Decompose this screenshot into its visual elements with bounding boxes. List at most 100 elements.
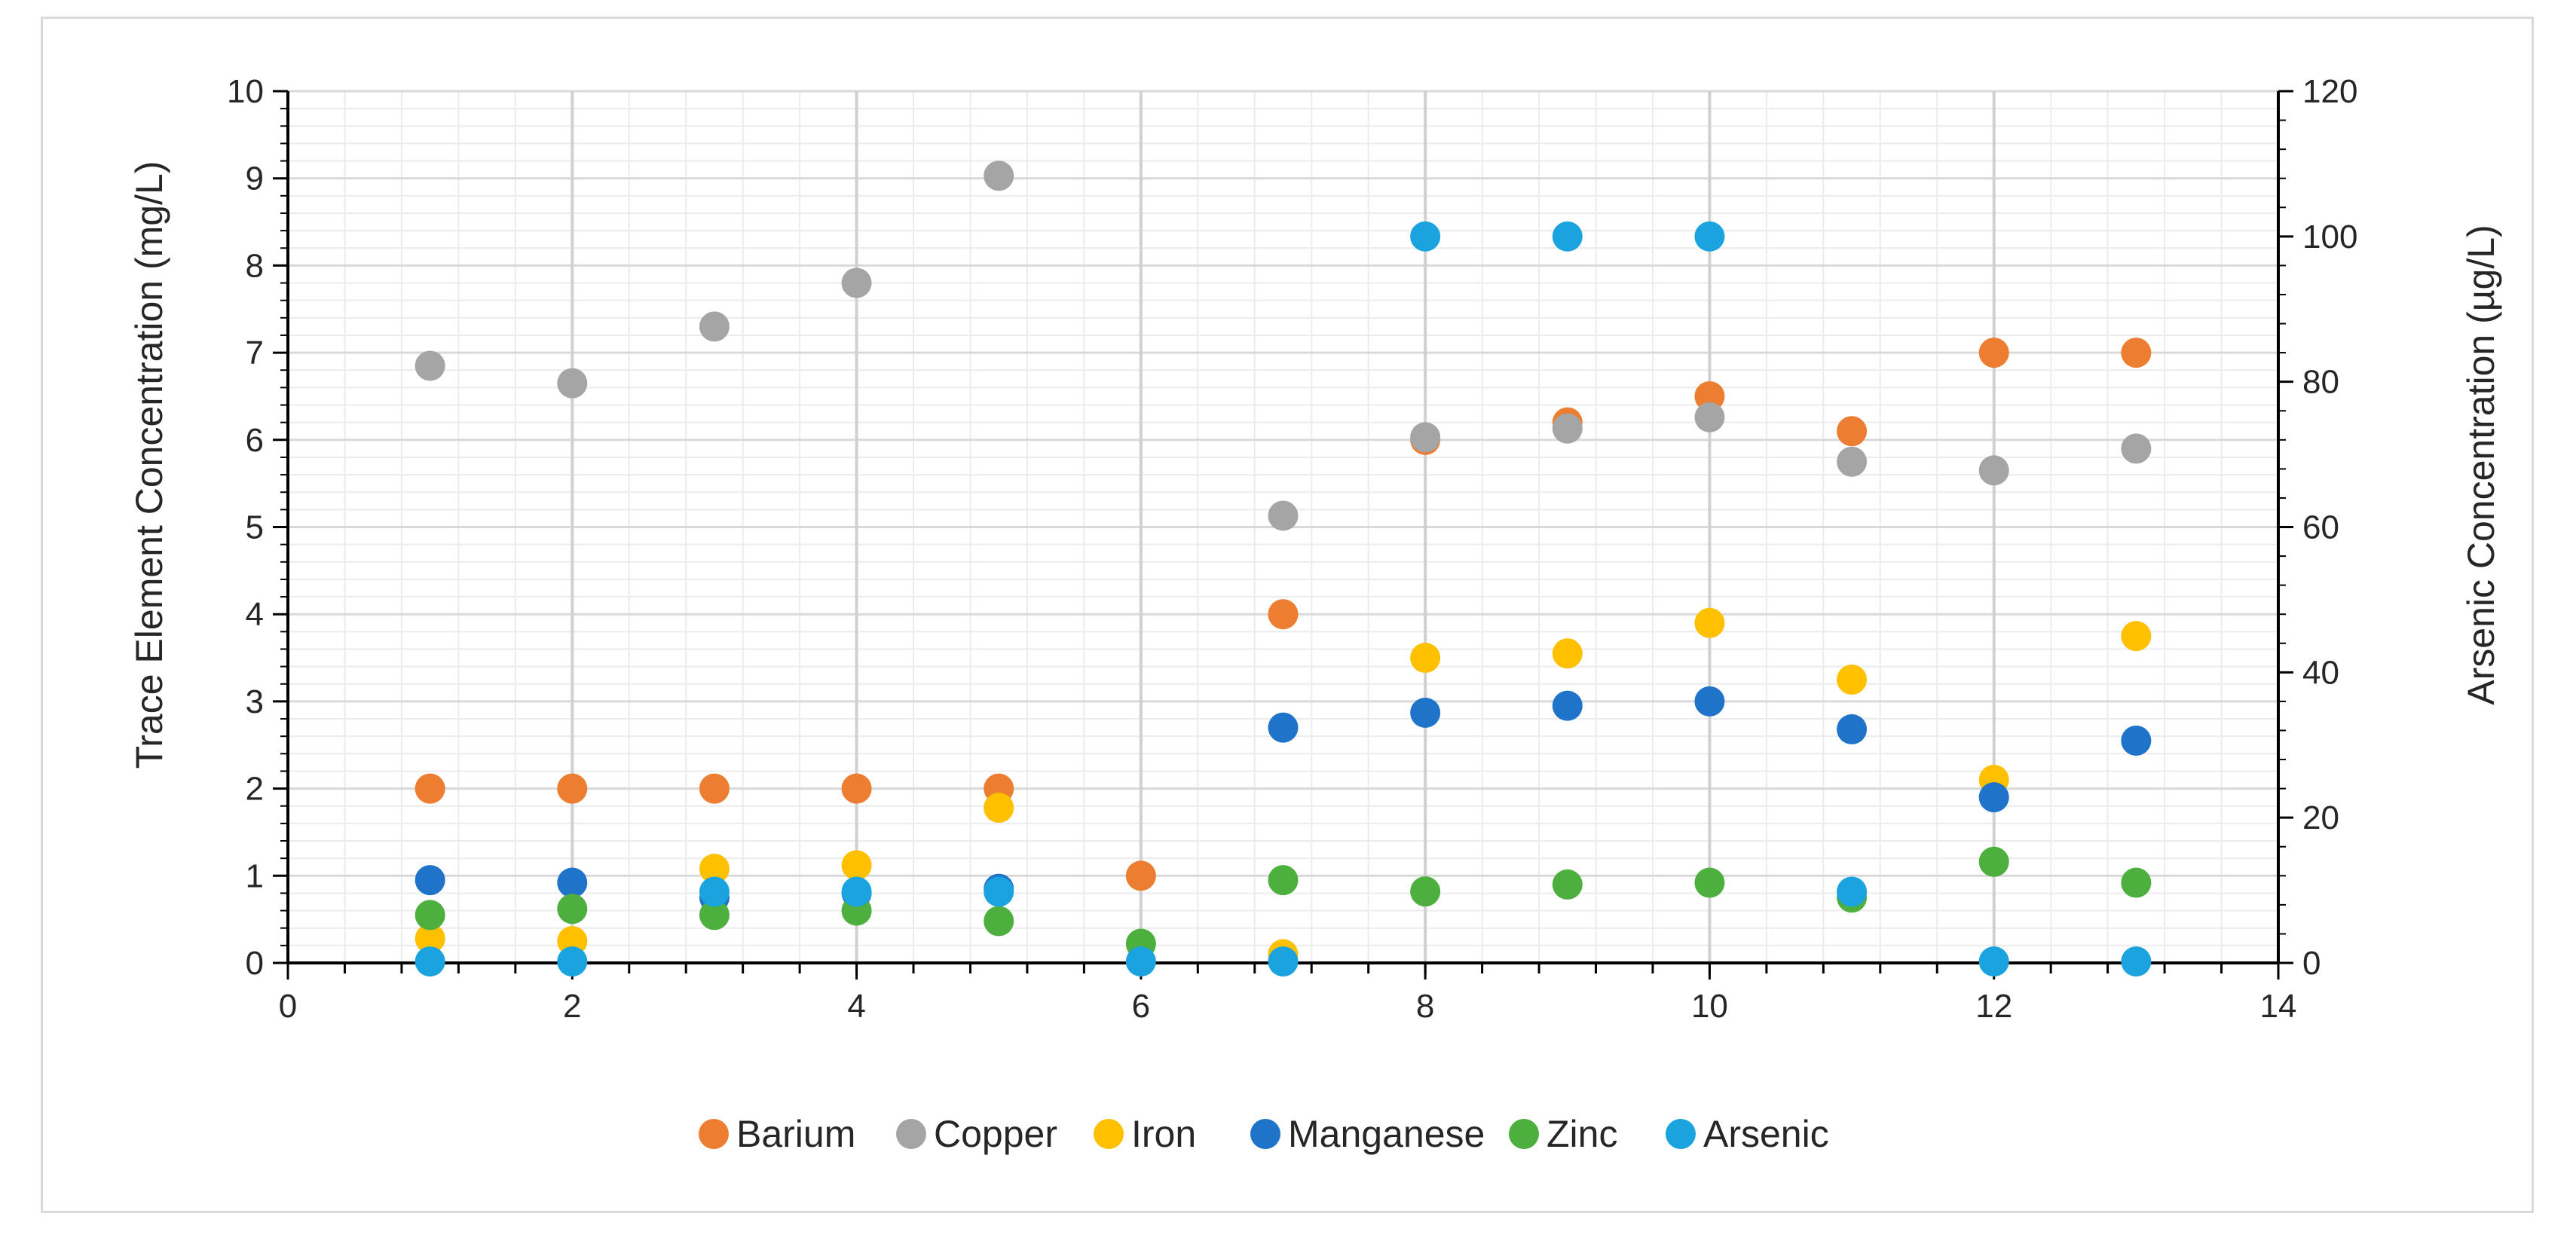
legend-label: Iron	[1131, 1113, 1196, 1155]
data-point-copper	[415, 350, 445, 381]
y-tick-label: 5	[246, 509, 264, 546]
data-point-manganese	[1410, 697, 1441, 728]
data-point-barium	[1125, 860, 1156, 891]
data-point-iron	[699, 854, 730, 885]
legend-marker	[1509, 1119, 1539, 1149]
legend-item-zinc: Zinc	[1509, 1113, 1617, 1155]
data-point-barium	[1268, 599, 1299, 630]
data-point-copper	[1837, 446, 1868, 477]
legend: Barium Copper Iron Manganese Zinc Arsenic	[699, 1113, 1829, 1155]
data-point-iron	[1410, 643, 1441, 674]
data-point-barium	[415, 773, 445, 804]
y-axis-title: Trace Element Concentration (mg/L)	[128, 161, 170, 769]
legend-item-manganese: Manganese	[1250, 1113, 1485, 1155]
data-point-zinc	[415, 900, 445, 931]
data-point-arsenic	[1837, 876, 1868, 907]
data-point-barium	[1978, 338, 2009, 368]
series-arsenic	[415, 221, 2152, 977]
y-tick-label: 2	[246, 771, 264, 808]
data-point-zinc	[1410, 876, 1441, 907]
data-point-copper	[984, 160, 1014, 191]
data-point-iron	[1837, 664, 1868, 695]
legend-item-copper: Copper	[896, 1113, 1057, 1155]
chart-frame: 0 2 4 6 8 10 12 14 0 1 2 3 4 5 6 7 8 9 10 0 20 40 60 80 100 120 B…	[41, 17, 2534, 1213]
data-point-copper	[699, 311, 730, 342]
data-point-zinc	[984, 906, 1014, 937]
data-point-arsenic	[841, 876, 872, 907]
y-tick-label: 3	[246, 683, 264, 720]
data-point-barium	[841, 773, 872, 804]
legend-item-iron: Iron	[1094, 1113, 1196, 1155]
data-point-barium	[1837, 416, 1868, 447]
legend-label: Barium	[736, 1113, 855, 1155]
legend-label: Zinc	[1547, 1113, 1617, 1155]
point-layer	[415, 160, 2152, 977]
data-point-manganese	[1978, 782, 2009, 813]
y2-tick-label: 20	[2302, 799, 2339, 836]
x-tick-label: 14	[2260, 988, 2297, 1025]
data-point-iron	[2121, 621, 2152, 652]
data-point-manganese	[415, 865, 445, 896]
data-point-zinc	[1268, 865, 1299, 896]
data-point-arsenic	[2121, 946, 2152, 977]
data-point-arsenic	[415, 946, 445, 977]
data-point-copper	[841, 267, 872, 298]
x-tick-label: 8	[1416, 988, 1434, 1025]
data-point-barium	[1694, 381, 1725, 411]
data-point-copper	[1410, 422, 1441, 453]
x-tick-label: 12	[1975, 988, 2012, 1025]
data-point-manganese	[1694, 686, 1725, 717]
data-point-zinc	[1552, 869, 1583, 900]
data-point-zinc	[1694, 867, 1725, 898]
data-point-manganese	[1552, 690, 1583, 721]
legend-item-barium: Barium	[699, 1113, 855, 1155]
legend-item-arsenic: Arsenic	[1666, 1113, 1829, 1155]
data-point-copper	[1268, 500, 1299, 531]
legend-label: Arsenic	[1703, 1113, 1829, 1155]
y2-tick-label: 100	[2302, 219, 2357, 255]
legend-marker	[1094, 1119, 1124, 1149]
data-point-zinc	[699, 900, 730, 931]
data-point-manganese	[557, 867, 588, 898]
legend-label: Copper	[934, 1113, 1057, 1155]
data-point-manganese	[1837, 714, 1868, 744]
y-tick-label: 7	[246, 335, 264, 371]
data-point-copper	[557, 368, 588, 399]
y2-tick-label: 40	[2302, 654, 2339, 691]
legend-marker	[699, 1119, 729, 1149]
data-point-manganese	[2121, 725, 2152, 756]
data-point-barium	[2121, 338, 2152, 368]
x-tick-label: 2	[563, 988, 581, 1025]
legend-marker	[896, 1119, 926, 1149]
x-tick-label: 4	[847, 988, 865, 1025]
data-point-iron	[1694, 607, 1725, 638]
y-tick-label: 8	[246, 247, 264, 284]
data-point-barium	[699, 773, 730, 804]
y-tick-label: 0	[246, 945, 264, 982]
data-point-arsenic	[557, 946, 588, 977]
y2-tick-label: 120	[2302, 73, 2357, 110]
y-tick-label: 10	[227, 73, 264, 110]
data-point-arsenic	[1410, 221, 1441, 252]
x-tick-label: 0	[279, 988, 297, 1025]
x-tick-label: 6	[1132, 988, 1150, 1025]
data-point-arsenic	[1552, 221, 1583, 252]
y2-tick-label: 80	[2302, 364, 2339, 401]
y-tick-label: 1	[246, 857, 264, 894]
data-point-arsenic	[984, 876, 1014, 907]
data-point-copper	[1978, 455, 2009, 486]
y2-axis-title: Arsenic Concentration (µg/L)	[2460, 225, 2502, 704]
data-point-zinc	[557, 894, 588, 925]
data-point-barium	[557, 773, 588, 804]
data-point-arsenic	[1694, 221, 1725, 252]
legend-marker	[1250, 1119, 1280, 1149]
y2-tick-label: 60	[2302, 509, 2339, 546]
x-tick-label: 10	[1691, 988, 1728, 1025]
data-point-arsenic	[1268, 946, 1299, 977]
data-point-copper	[1552, 413, 1583, 444]
legend-label: Manganese	[1288, 1113, 1485, 1155]
y-tick-label: 9	[246, 160, 264, 197]
data-point-iron	[415, 923, 445, 954]
y-tick-label: 6	[246, 422, 264, 459]
